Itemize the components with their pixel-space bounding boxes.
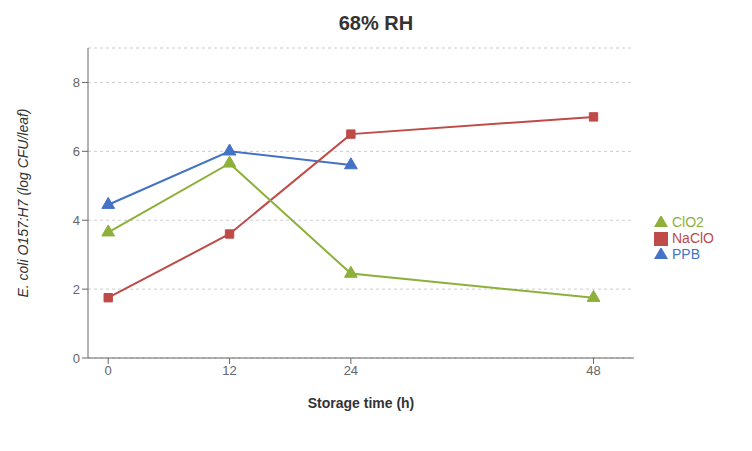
- svg-text:4: 4: [73, 213, 80, 228]
- svg-text:24: 24: [344, 363, 358, 378]
- svg-text:0: 0: [105, 363, 112, 378]
- html-text:ClO2: ClO2: [672, 213, 704, 230]
- svg-text:12: 12: [222, 363, 236, 378]
- svg-text:6: 6: [73, 144, 80, 159]
- svg-text:0: 0: [73, 351, 80, 366]
- svg-text:Storage time (h): Storage time (h): [308, 395, 415, 411]
- svg-text:8: 8: [73, 75, 80, 90]
- svg-text:E. coli O157:H7 (log CFU/leaf): E. coli O157:H7 (log CFU/leaf): [15, 108, 31, 297]
- html-text:68% RH: 68% RH: [338, 12, 414, 34]
- svg-text:48: 48: [586, 363, 600, 378]
- svg-text:2: 2: [73, 282, 80, 297]
- html-text:NaClO: NaClO: [672, 229, 714, 246]
- html-text:PPB: PPB: [672, 246, 700, 263]
